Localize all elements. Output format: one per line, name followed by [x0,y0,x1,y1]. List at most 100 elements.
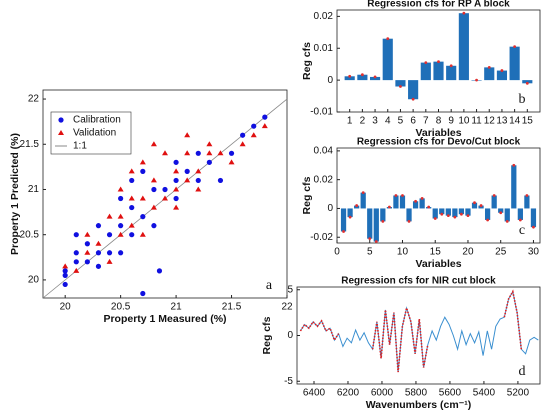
y-tick-label: 20.5 [20,229,40,240]
bar-marker [399,85,402,88]
legend-label: 1:1 [73,141,87,152]
calibration-point [262,114,268,120]
x-tick-label: 2 [360,116,366,127]
calibration-point [95,223,102,229]
x-tick-label: 15 [522,116,534,127]
bar [496,70,508,81]
x-axis-label: Property 1 Measured (%) [103,313,226,325]
calibration-point [251,123,257,129]
validation-point [139,231,146,237]
bar-marker [460,212,463,216]
x-tick-label: 5400 [473,388,496,399]
spectrum-line [299,289,523,373]
bar [509,46,520,81]
bar-marker [411,97,415,101]
bar-marker [427,205,431,209]
y-tick-label: -5 [284,376,293,387]
bar [452,208,458,218]
y-tick-label: 0 [287,330,293,341]
bar [484,67,495,81]
x-tick-label: 30 [528,247,540,258]
bar [511,165,517,209]
x-tick-label: 4 [385,116,391,127]
x-tick-label: 20.5 [111,302,131,313]
y-tick-label: 21.5 [20,139,40,150]
validation-point [217,150,224,156]
calibration-point [140,168,146,174]
bar [419,198,425,209]
bar-marker [499,211,503,215]
validation-point [106,213,113,219]
bar-marker [342,230,345,233]
bar [393,195,399,209]
bar [382,38,393,81]
bar [439,208,445,215]
x-tick-label: 6000 [371,388,394,399]
validation-point [195,186,202,192]
validation-point [173,186,180,192]
validation-point [73,267,80,273]
y-axis-label: Reg cfs [301,176,313,214]
calibration-point [156,268,163,274]
calibration-point [118,195,124,202]
bar [478,205,484,209]
y-tick-label: 21 [28,184,40,195]
x-tick-label: 14 [509,116,521,127]
x-tick-label: 6400 [303,388,326,399]
validation-point [206,141,213,147]
calibration-point [62,281,68,288]
validation-point [128,195,135,201]
x-tick-label: 20 [60,302,72,313]
y-axis-label: Reg cfs [261,316,273,354]
y-tick-label: 0.02 [314,174,334,185]
chart-title: Regression cfs for RP A block [367,0,510,10]
bar-marker [512,163,516,167]
bar-marker [525,194,529,197]
x-tick-label: 6 [410,116,416,127]
validation-point [173,204,180,210]
bar-marker [446,214,450,218]
bar [530,208,537,228]
bar [344,76,355,81]
calibration-point [106,232,113,238]
y-axis-label: Property 1 Predicted (%) [9,133,21,255]
x-tick-label: 13 [496,116,508,127]
x-tick-label: 3 [372,116,378,127]
x-tick-label: 25 [495,247,507,258]
bar [369,76,381,81]
x-tick-label: 5200 [507,388,530,399]
bar-marker [449,64,453,68]
calibration-point [118,223,124,229]
bar-marker [387,205,391,209]
bar-marker [518,218,522,222]
calibration-point [151,223,157,229]
x-tick-label: 9 [448,116,454,127]
bar [367,208,373,239]
validation-point [162,150,168,156]
x-tick-label: 21.5 [222,302,242,313]
bar [360,192,366,209]
x-tick-label: 6200 [337,388,360,399]
bar [340,208,347,232]
validation-point [261,123,268,129]
calibration-point [62,268,68,274]
bar-marker [440,212,444,216]
calibration-point [106,250,113,256]
bar-marker [486,218,490,222]
bar-marker [373,75,377,79]
x-tick-label: 20 [462,247,474,258]
panel-letter: d [519,364,526,379]
bar-marker [424,61,428,64]
bar [465,208,471,216]
x-tick-label: 5 [367,247,373,258]
bar [412,201,419,209]
bar-marker [505,220,509,223]
calibration-point [195,150,201,156]
bar [347,208,353,218]
bar-marker [453,215,457,219]
legend-box [50,111,132,155]
calibration-point [195,177,201,184]
y-axis-label: Reg cfs [301,42,313,80]
bar [491,195,497,209]
bar-marker [348,215,352,219]
